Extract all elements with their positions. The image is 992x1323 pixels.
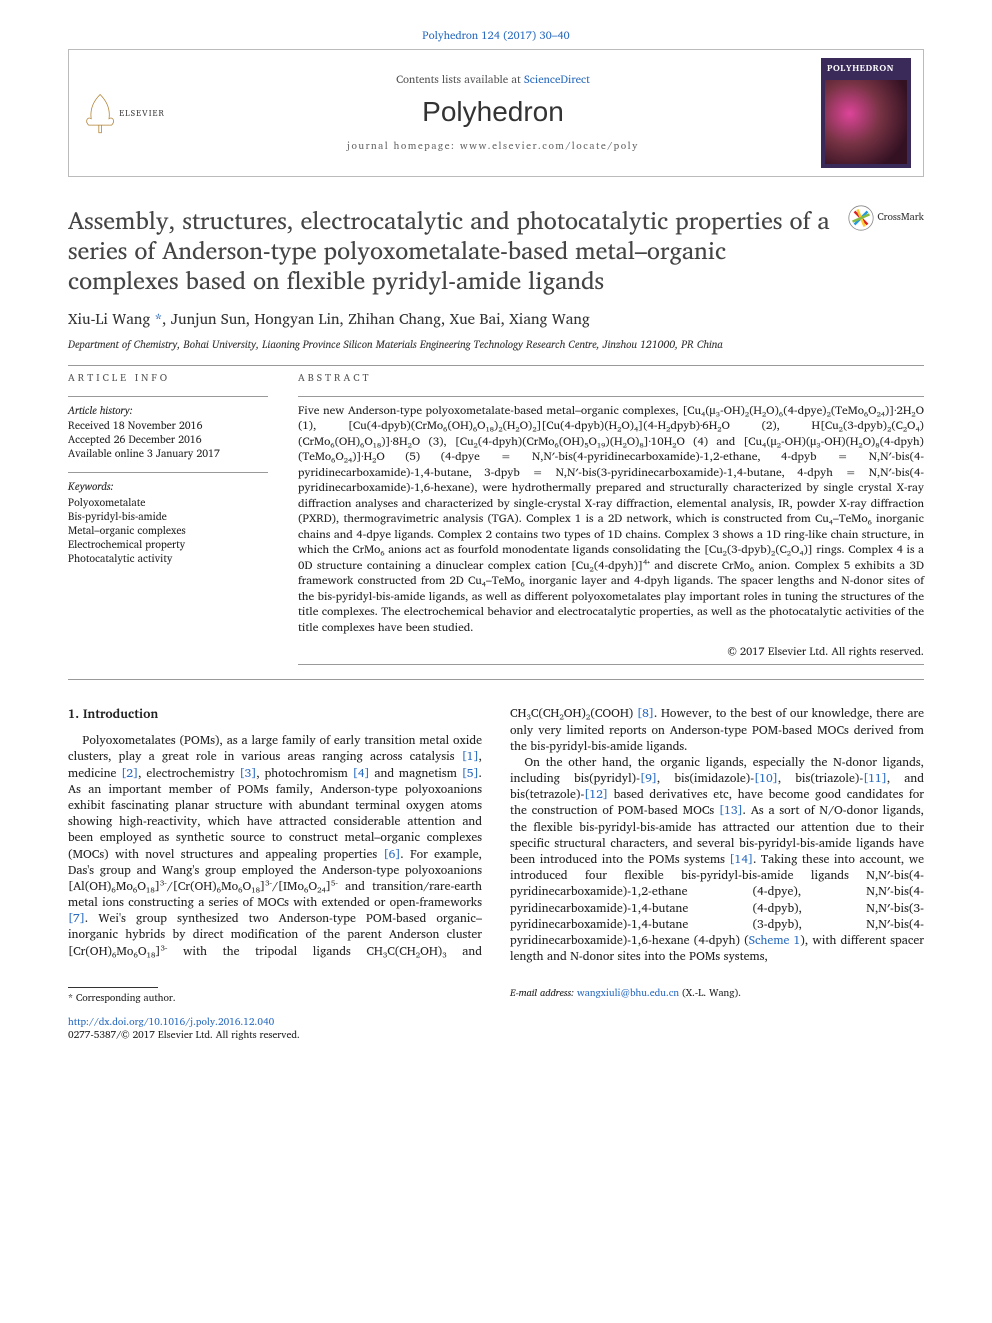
citation-link[interactable]: [6] — [384, 845, 401, 864]
divider — [68, 365, 924, 366]
author-list: Xiu-Li Wang *, Junjun Sun, Hongyan Lin, … — [68, 309, 924, 329]
article-title: Assembly, structures, electrocatalytic a… — [68, 205, 848, 295]
citation-link[interactable]: [10] — [754, 769, 778, 788]
footnote-rule — [68, 987, 158, 988]
citation-link[interactable]: [11] — [863, 769, 887, 788]
abstract-copyright: © 2017 Elsevier Ltd. All rights reserved… — [298, 644, 924, 659]
citation-link[interactable]: [7] — [68, 909, 85, 928]
keywords-heading: Keywords: — [68, 479, 268, 493]
journal-name: Polyhedron — [165, 93, 821, 131]
history-heading: Article history: — [68, 403, 268, 417]
publisher-name: ELSEVIER — [119, 108, 165, 119]
citation-link[interactable]: [4] — [353, 764, 370, 783]
sciencedirect-link[interactable]: ScienceDirect — [524, 70, 590, 88]
abstract-text: Five new Anderson-type polyoxometalate-b… — [298, 403, 924, 636]
corresponding-author-note: * Corresponding author. — [68, 992, 482, 1006]
author-email-link[interactable]: wangxiuli@bhu.edu.cn — [577, 985, 679, 1001]
divider — [68, 472, 268, 473]
issn-copyright-line: 0277-5387/© 2017 Elsevier Ltd. All right… — [68, 1027, 300, 1043]
cover-title-text: POLYHEDRON — [827, 62, 894, 74]
crossmark-badge[interactable]: CrossMark — [848, 205, 924, 231]
divider — [68, 679, 924, 680]
homepage-prefix: journal homepage: — [347, 138, 460, 154]
scheme-link[interactable]: Scheme 1 — [749, 931, 801, 950]
citation-link[interactable]: [3] — [239, 764, 256, 783]
abstract-heading: ABSTRACT — [298, 372, 924, 386]
article-info-column: ARTICLE INFO Article history: Received 1… — [68, 372, 268, 671]
contents-prefix: Contents lists available at — [396, 70, 524, 88]
article-citation: Polyhedron 124 (2017) 30–40 — [68, 28, 924, 43]
divider — [298, 396, 924, 397]
keyword: Photocatalytic activity — [68, 551, 268, 565]
journal-masthead: ELSEVIER Contents lists available at Sci… — [68, 49, 924, 177]
section-heading-introduction: 1. Introduction — [68, 706, 482, 723]
divider — [68, 396, 268, 397]
citation-link[interactable]: [12] — [584, 785, 608, 804]
article-info-heading: ARTICLE INFO — [68, 372, 268, 386]
article-body-two-column: 1. Introduction Polyoxometalates (POMs),… — [68, 706, 924, 965]
citation-link[interactable]: [2] — [121, 764, 138, 783]
citation-link[interactable]: [13] — [719, 801, 743, 820]
journal-cover-thumbnail: POLYHEDRON — [821, 58, 911, 168]
citation-link[interactable]: [14] — [729, 850, 753, 869]
cover-artwork — [825, 80, 907, 164]
corresponding-marker: * — [150, 306, 162, 331]
author-affiliation: Department of Chemistry, Bohai Universit… — [68, 337, 924, 351]
publisher-logo-block: ELSEVIER — [81, 78, 165, 148]
citation-link[interactable]: [8] — [637, 704, 654, 723]
email-label: E-mail address: — [510, 985, 577, 1001]
doi-block: http://dx.doi.org/10.1016/j.poly.2016.12… — [68, 1016, 924, 1043]
footnote-block: * Corresponding author. E-mail address: … — [68, 987, 924, 1006]
journal-homepage-url[interactable]: www.elsevier.com/locate/poly — [460, 138, 639, 154]
elsevier-tree-icon — [81, 78, 119, 148]
contents-available-line: Contents lists available at ScienceDirec… — [165, 72, 821, 87]
history-online: Available online 3 January 2017 — [68, 446, 268, 460]
citation-link[interactable]: [9] — [640, 769, 657, 788]
email-person: (X.-L. Wang). — [679, 985, 741, 1001]
citation-link[interactable]: [5] — [462, 764, 479, 783]
crossmark-label: CrossMark — [877, 211, 924, 225]
crossmark-icon — [848, 205, 874, 231]
email-line: E-mail address: wangxiuli@bhu.edu.cn (X.… — [510, 987, 924, 1001]
abstract-column: ABSTRACT Five new Anderson-type polyoxom… — [298, 372, 924, 671]
divider — [298, 664, 924, 665]
journal-homepage-line: journal homepage: www.elsevier.com/locat… — [165, 140, 821, 154]
body-paragraph: On the other hand, the organic ligands, … — [510, 755, 924, 965]
